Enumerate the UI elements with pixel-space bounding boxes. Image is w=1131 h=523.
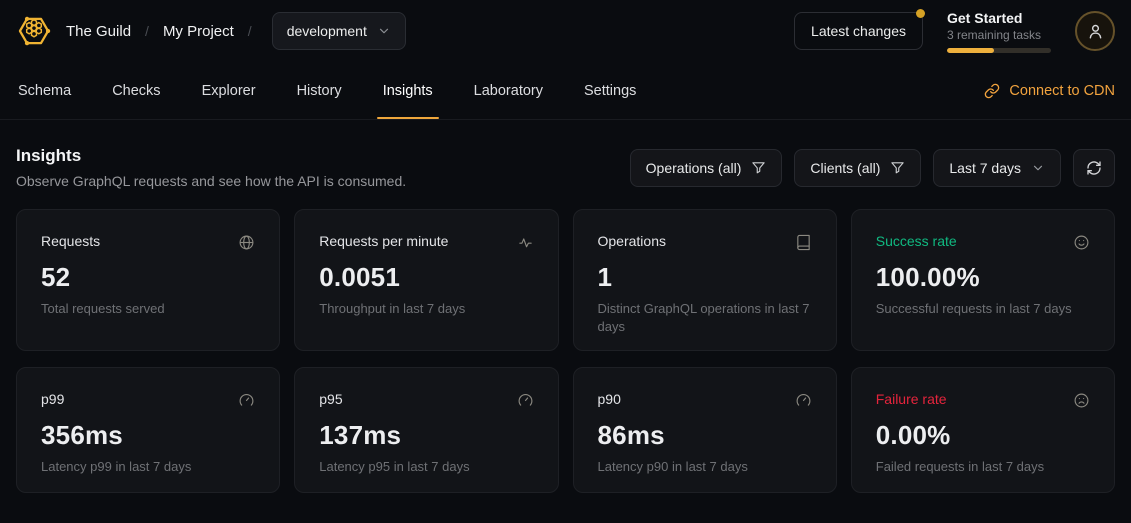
breadcrumb-project[interactable]: My Project <box>162 22 234 40</box>
card-value: 1 <box>597 262 613 292</box>
card-subtitle: Total requests served <box>41 301 165 316</box>
link-icon <box>985 83 1000 98</box>
notification-dot <box>916 9 925 18</box>
chevron-down-icon <box>379 28 388 34</box>
tab-schema[interactable]: Schema <box>18 82 72 99</box>
gauge-icon <box>795 392 812 409</box>
funnel-icon <box>891 162 905 174</box>
tab-history[interactable]: History <box>296 82 342 99</box>
clients-filter-label: Clients (all) <box>810 159 881 176</box>
stat-card-p99: p99 356ms Latency p99 in last 7 days <box>16 367 281 493</box>
card-subtitle: Successful requests in last 7 days <box>875 301 1072 316</box>
activity-icon <box>517 234 534 251</box>
card-subtitle: Latency p95 in last 7 days <box>319 459 470 474</box>
refresh-icon <box>1087 160 1101 175</box>
card-value: 0.0051 <box>319 262 400 292</box>
card-subtitle: Latency p90 in last 7 days <box>597 459 748 474</box>
card-value: 86ms <box>597 420 665 450</box>
card-subtitle: Failed requests in last 7 days <box>875 459 1045 474</box>
stat-card-operations: Operations 1 Distinct GraphQL operations… <box>572 209 837 351</box>
operations-filter-label: Operations (all) <box>645 159 742 176</box>
card-subtitle: Distinct GraphQL operations in last 7 da… <box>597 301 810 334</box>
card-value: 356ms <box>41 420 123 450</box>
book-icon <box>795 234 812 251</box>
get-started-title: Get Started <box>947 9 1023 26</box>
tab-insights[interactable]: Insights <box>376 62 439 119</box>
stat-card-p90: p90 86ms Latency p90 in last 7 days <box>572 367 837 493</box>
card-value: 0.00% <box>875 420 951 450</box>
user-avatar[interactable] <box>1075 11 1115 51</box>
page-title: Insights <box>16 146 82 165</box>
tab-settings[interactable]: Settings <box>584 82 637 99</box>
clients-filter-button[interactable]: Clients (all) <box>794 148 922 187</box>
card-title: Failure rate <box>875 391 947 407</box>
card-title: p90 <box>597 391 621 407</box>
nav-tabs: Schema Checks Explorer History Insights … <box>16 62 638 119</box>
project-nav: Schema Checks Explorer History Insights … <box>0 62 1131 120</box>
globe-icon <box>238 234 255 251</box>
person-icon <box>1089 24 1101 39</box>
gauge-icon <box>238 392 255 409</box>
operations-filter-button[interactable]: Operations (all) <box>629 148 783 187</box>
target-selector-value: development <box>286 23 367 39</box>
period-filter-button[interactable]: Last 7 days <box>933 148 1061 187</box>
get-started-progress-fill <box>947 47 994 53</box>
card-value: 100.00% <box>875 262 980 292</box>
tab-explorer[interactable]: Explorer <box>201 82 256 99</box>
card-subtitle: Throughput in last 7 days <box>319 301 466 316</box>
breadcrumb-separator: / <box>145 23 149 39</box>
card-title: p95 <box>319 391 343 407</box>
smile-icon <box>1073 234 1090 251</box>
stat-card-success-rate: Success rate 100.00% Successful requests… <box>850 209 1115 351</box>
refresh-button[interactable] <box>1073 148 1115 187</box>
stat-card-failure-rate: Failure rate 0.00% Failed requests in la… <box>850 367 1115 493</box>
stat-card-p95: p95 137ms Latency p95 in last 7 days <box>294 367 559 493</box>
get-started-widget[interactable]: Get Started 3 remaining tasks <box>947 10 1051 53</box>
connect-to-cdn-label: Connect to CDN <box>1009 82 1115 99</box>
breadcrumb: The Guild / My Project / development <box>66 12 406 50</box>
latest-changes-button[interactable]: Latest changes <box>794 9 925 50</box>
tab-checks[interactable]: Checks <box>112 82 161 99</box>
stat-card-requests: Requests 52 Total requests served <box>16 209 281 351</box>
card-subtitle: Latency p99 in last 7 days <box>41 459 192 474</box>
top-header: The Guild / My Project / development Lat… <box>0 0 1131 62</box>
card-value: 52 <box>41 262 71 292</box>
chevron-down-icon <box>1033 165 1043 170</box>
card-title: Success rate <box>875 233 957 249</box>
page-subtitle: Observe GraphQL requests and see how the… <box>16 173 407 189</box>
card-title: Operations <box>597 233 666 249</box>
period-filter-label: Last 7 days <box>949 159 1021 176</box>
stats-grid: Requests 52 Total requests served Reques… <box>0 189 1131 493</box>
insights-page-header: Insights Observe GraphQL requests and se… <box>0 120 1131 189</box>
card-value: 137ms <box>319 420 402 450</box>
filters-toolbar: Operations (all) Clients (all) Last 7 da… <box>629 148 1115 187</box>
stat-card-requests-per-minute: Requests per minute 0.0051 Throughput in… <box>294 209 559 351</box>
card-title: p99 <box>41 391 65 407</box>
connect-to-cdn-link[interactable]: Connect to CDN <box>984 62 1115 119</box>
card-title: Requests <box>41 233 101 249</box>
latest-changes-label: Latest changes <box>811 23 906 39</box>
breadcrumb-org[interactable]: The Guild <box>66 22 132 40</box>
card-title: Requests per minute <box>319 233 449 249</box>
funnel-icon <box>752 162 766 174</box>
hive-logo-icon[interactable] <box>16 13 52 49</box>
breadcrumb-separator: / <box>247 23 252 39</box>
tab-laboratory[interactable]: Laboratory <box>473 82 543 99</box>
get-started-subtitle: 3 remaining tasks <box>947 27 1042 42</box>
gauge-icon <box>517 392 534 409</box>
target-selector-dropdown[interactable]: development <box>271 12 406 50</box>
frown-icon <box>1073 392 1090 409</box>
get-started-progress-track <box>947 47 1051 53</box>
